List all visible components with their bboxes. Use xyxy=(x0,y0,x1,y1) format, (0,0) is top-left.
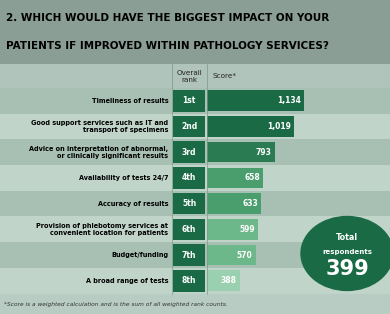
FancyBboxPatch shape xyxy=(173,167,205,189)
Text: 399: 399 xyxy=(325,258,369,279)
FancyBboxPatch shape xyxy=(0,165,390,191)
FancyBboxPatch shape xyxy=(173,141,205,163)
Text: 793: 793 xyxy=(256,148,272,157)
FancyBboxPatch shape xyxy=(207,116,294,137)
FancyBboxPatch shape xyxy=(0,88,390,114)
Text: respondents: respondents xyxy=(322,249,372,255)
Text: 658: 658 xyxy=(245,173,260,182)
FancyBboxPatch shape xyxy=(207,270,240,291)
FancyBboxPatch shape xyxy=(207,142,275,162)
FancyBboxPatch shape xyxy=(173,219,205,240)
FancyBboxPatch shape xyxy=(207,245,256,265)
FancyBboxPatch shape xyxy=(0,114,390,139)
FancyBboxPatch shape xyxy=(173,116,205,137)
FancyBboxPatch shape xyxy=(207,90,304,111)
Text: 599: 599 xyxy=(239,225,255,234)
Text: 8th: 8th xyxy=(182,276,197,285)
Text: PATIENTS IF IMPROVED WITHIN PATHOLOGY SERVICES?: PATIENTS IF IMPROVED WITHIN PATHOLOGY SE… xyxy=(6,41,329,51)
FancyBboxPatch shape xyxy=(173,193,205,214)
Text: Good support services such as IT and
transport of specimens: Good support services such as IT and tra… xyxy=(31,120,168,133)
Text: Advice on interpretation of abnormal,
or clinically significant results: Advice on interpretation of abnormal, or… xyxy=(29,146,168,159)
Text: Score*: Score* xyxy=(213,73,237,79)
Text: 388: 388 xyxy=(221,276,237,285)
FancyBboxPatch shape xyxy=(0,216,390,242)
FancyBboxPatch shape xyxy=(207,193,261,214)
Circle shape xyxy=(300,216,390,291)
FancyBboxPatch shape xyxy=(0,64,390,88)
Text: 1,019: 1,019 xyxy=(267,122,291,131)
Text: 633: 633 xyxy=(242,199,258,208)
FancyBboxPatch shape xyxy=(207,168,263,188)
FancyBboxPatch shape xyxy=(173,90,205,111)
Text: Timeliness of results: Timeliness of results xyxy=(92,98,168,104)
Text: Provision of phlebotomy services at
convenient location for patients: Provision of phlebotomy services at conv… xyxy=(37,223,168,236)
Text: 6th: 6th xyxy=(182,225,196,234)
FancyBboxPatch shape xyxy=(0,191,390,216)
Text: *Score is a weighted calculation and is the sum of all weighted rank counts.: *Score is a weighted calculation and is … xyxy=(4,302,227,307)
Text: Budget/funding: Budget/funding xyxy=(112,252,168,258)
Text: Overall
rank: Overall rank xyxy=(176,70,202,83)
FancyBboxPatch shape xyxy=(173,244,205,266)
Text: 570: 570 xyxy=(237,251,253,260)
Text: 1,134: 1,134 xyxy=(277,96,301,105)
FancyBboxPatch shape xyxy=(0,0,390,64)
Text: 1st: 1st xyxy=(183,96,196,105)
FancyBboxPatch shape xyxy=(0,139,390,165)
Text: Availability of tests 24/7: Availability of tests 24/7 xyxy=(79,175,168,181)
Text: Accuracy of results: Accuracy of results xyxy=(98,201,168,207)
Text: A broad range of tests: A broad range of tests xyxy=(86,278,168,284)
Text: 7th: 7th xyxy=(182,251,197,260)
Text: 2. WHICH WOULD HAVE THE BIGGEST IMPACT ON YOUR: 2. WHICH WOULD HAVE THE BIGGEST IMPACT O… xyxy=(6,13,329,23)
Text: Total: Total xyxy=(336,233,358,242)
FancyBboxPatch shape xyxy=(173,270,205,291)
Text: 2nd: 2nd xyxy=(181,122,197,131)
Text: 4th: 4th xyxy=(182,173,196,182)
FancyBboxPatch shape xyxy=(0,268,390,294)
FancyBboxPatch shape xyxy=(0,242,390,268)
Text: 3rd: 3rd xyxy=(182,148,197,157)
FancyBboxPatch shape xyxy=(207,219,258,240)
Text: 5th: 5th xyxy=(182,199,196,208)
